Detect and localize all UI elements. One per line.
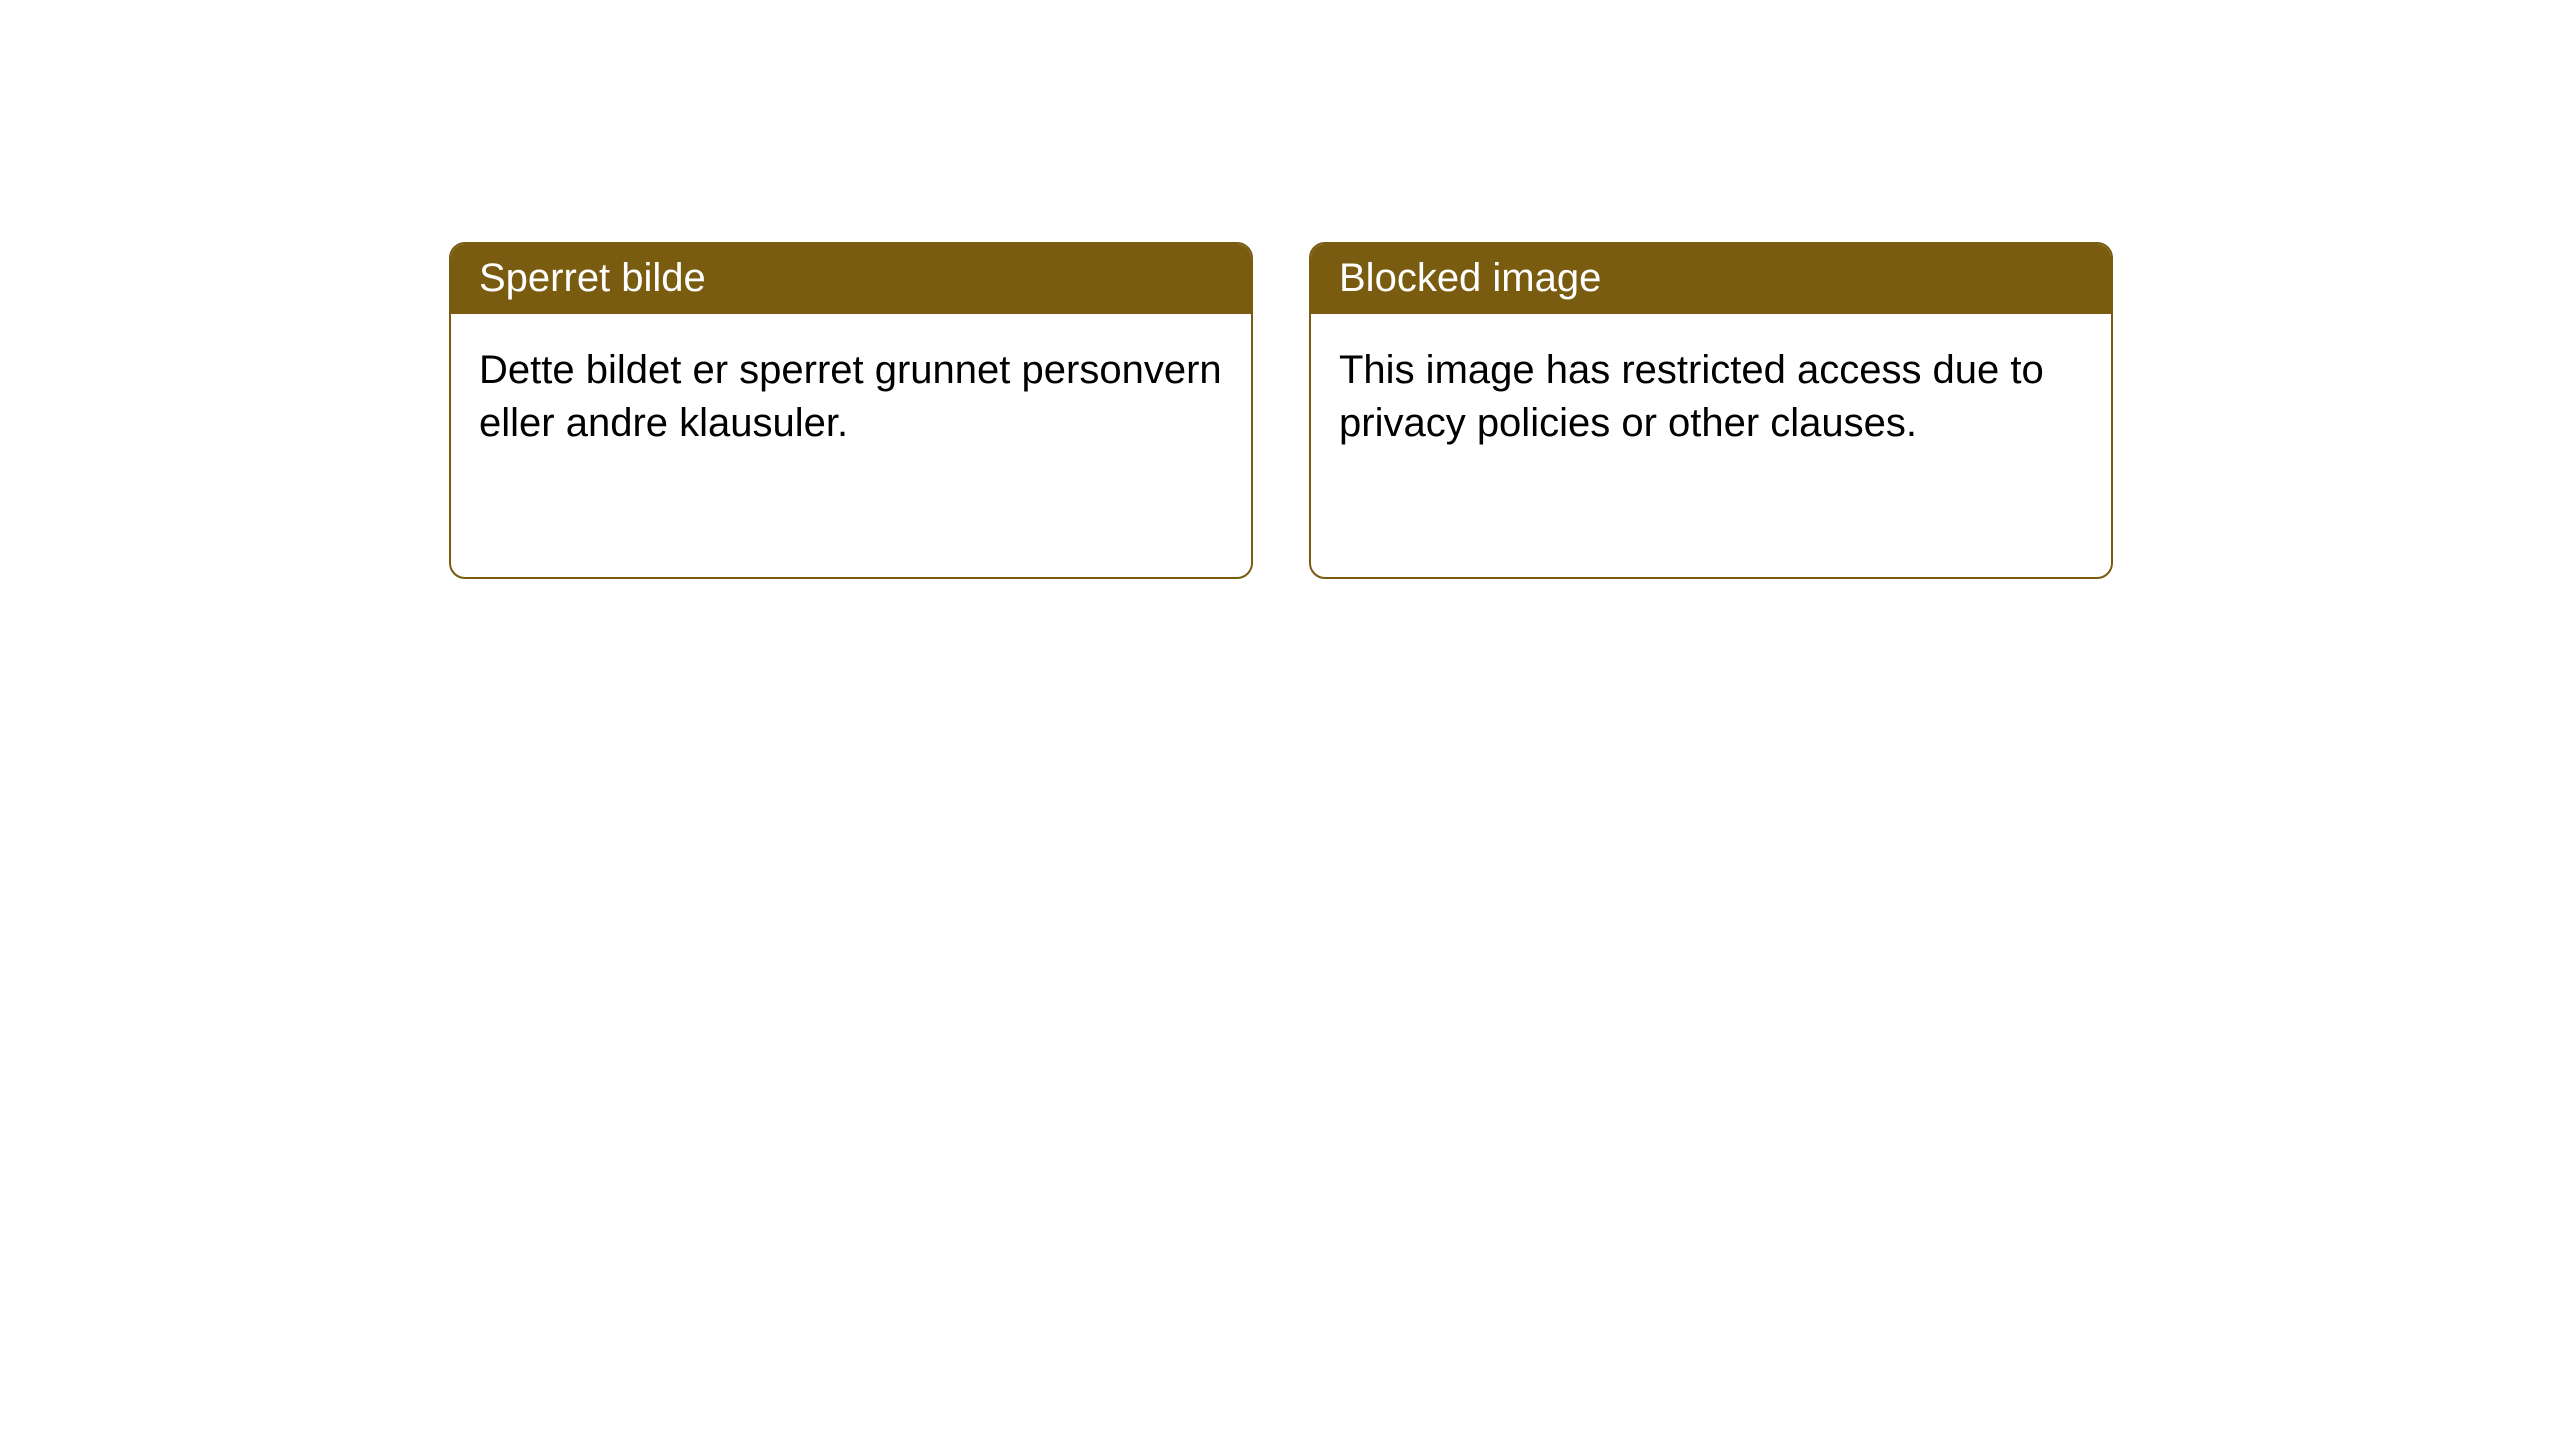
notice-box-norwegian: Sperret bilde Dette bildet er sperret gr… [449, 242, 1253, 579]
notice-box-english: Blocked image This image has restricted … [1309, 242, 2113, 579]
notice-body: Dette bildet er sperret grunnet personve… [451, 314, 1251, 480]
notice-header: Sperret bilde [451, 244, 1251, 314]
notice-header: Blocked image [1311, 244, 2111, 314]
notice-body: This image has restricted access due to … [1311, 314, 2111, 480]
notice-container: Sperret bilde Dette bildet er sperret gr… [449, 242, 2113, 579]
